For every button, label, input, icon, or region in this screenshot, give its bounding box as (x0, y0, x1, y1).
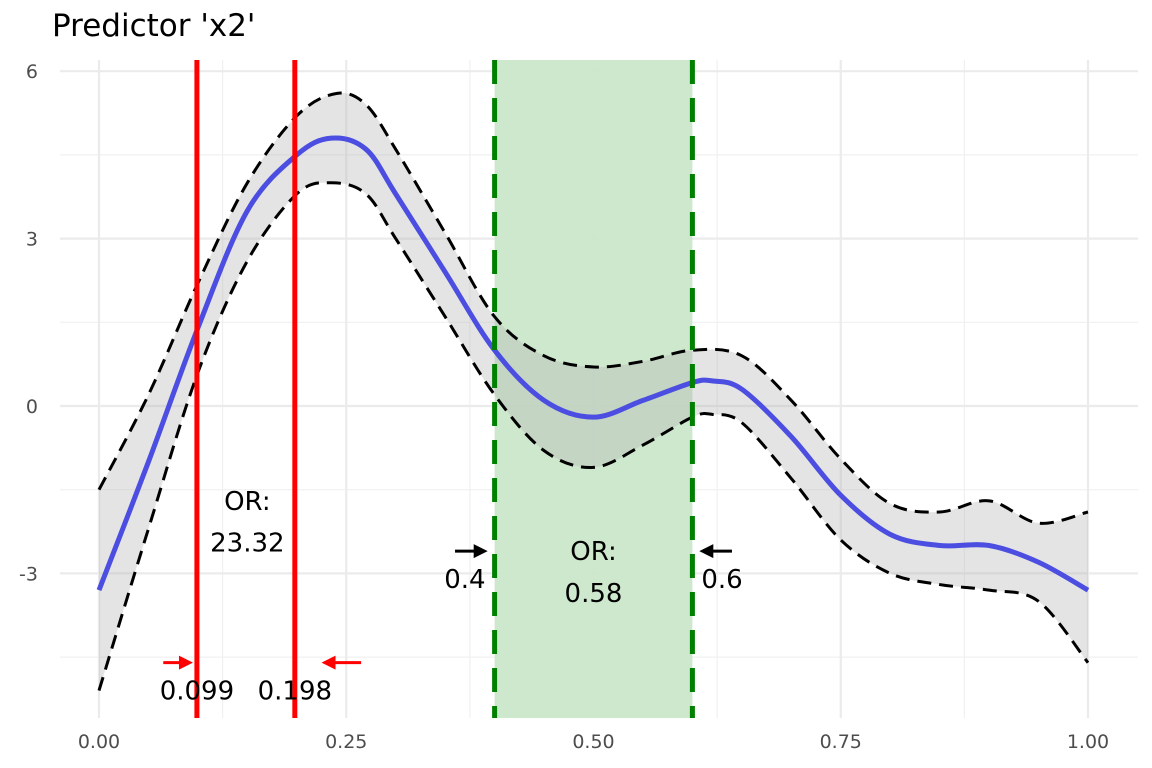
x-tick-label: 1.00 (1067, 731, 1109, 753)
x-tick-label: 0.25 (325, 731, 367, 753)
upper-bound-line (97, 91, 1089, 525)
annotation-cut-value: 0.198 (258, 677, 332, 707)
lower-bound-line (97, 181, 1090, 692)
y-tick-label: -3 (19, 563, 38, 585)
annotation-cut-value: 0.6 (701, 565, 742, 595)
x-tick-label: 0.00 (78, 731, 120, 753)
y-tick-label: 0 (26, 396, 38, 418)
annotation-or-value: 0.58 (565, 579, 623, 609)
chart-title: Predictor 'x2' (52, 8, 256, 44)
x-tick-label: 0.50 (572, 731, 614, 753)
arrow-head (699, 544, 714, 559)
arrow-head (178, 655, 193, 670)
fit-line (96, 135, 1090, 593)
confidence-band-layer (99, 93, 1088, 691)
tick-label-layer: 0.00 0.25 0.50 0.75 1.00 -3 0 3 6 (19, 61, 1109, 753)
x-tick-label: 0.75 (820, 731, 862, 753)
annotation-or-label: OR: (570, 537, 617, 567)
arrow-head (473, 544, 488, 559)
confidence-band (99, 93, 1088, 691)
y-tick-label: 6 (26, 61, 38, 83)
annotation-or-label: OR: (224, 487, 271, 517)
arrow-head (321, 655, 336, 670)
y-tick-label: 3 (26, 229, 38, 251)
annotation-layer: OR: 23.32 OR: 0.58 0.099 0.198 0.4 0.6 (160, 487, 743, 707)
series-line-layer (96, 91, 1090, 692)
cutoff-line-layer (194, 60, 695, 718)
annotation-or-value: 23.32 (210, 529, 284, 559)
annotation-cut-value: 0.4 (444, 565, 485, 595)
annotation-cut-value: 0.099 (160, 677, 234, 707)
